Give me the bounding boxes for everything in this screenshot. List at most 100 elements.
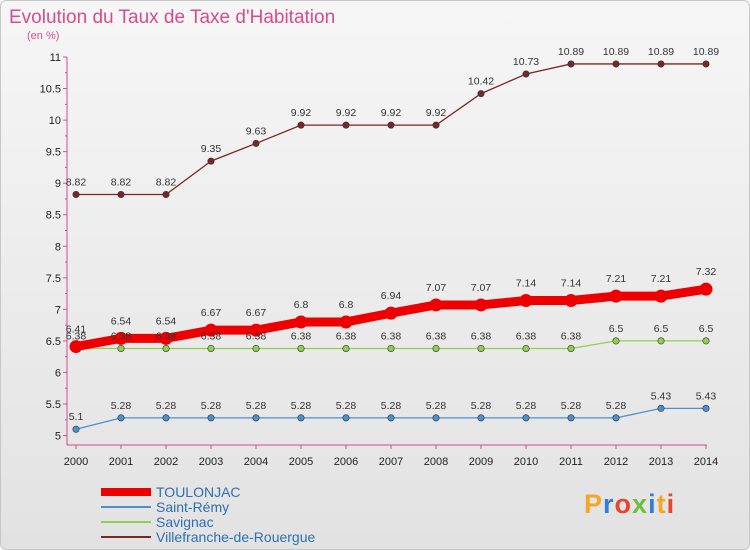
y-tick-label: 6: [55, 367, 61, 379]
data-point: [522, 70, 530, 78]
proxiti-logo: Proxiti: [584, 489, 676, 519]
data-label: 5.28: [156, 400, 177, 412]
data-point: [477, 344, 485, 352]
x-tick-label: 2013: [649, 456, 673, 468]
data-point: [567, 414, 575, 422]
data-point: [429, 298, 443, 312]
data-label: 6.38: [291, 330, 312, 342]
data-point: [477, 90, 485, 98]
data-point: [297, 344, 305, 352]
legend-item: Savignac: [101, 515, 315, 530]
data-label: 10.89: [603, 46, 629, 58]
data-point: [207, 157, 215, 165]
chart-title: Evolution du Taux de Taxe d'Habitation: [9, 7, 336, 28]
data-point: [564, 294, 578, 308]
data-point: [522, 414, 530, 422]
data-label: 6.8: [294, 299, 309, 311]
data-point: [204, 323, 218, 337]
data-label: 6.67: [246, 307, 267, 319]
x-tick-label: 2005: [289, 456, 313, 468]
x-tick-label: 2006: [334, 456, 358, 468]
legend-swatch: [101, 536, 151, 538]
data-point: [432, 344, 440, 352]
x-tick-label: 2004: [244, 456, 268, 468]
data-point: [207, 344, 215, 352]
data-label: 6.38: [246, 330, 267, 342]
x-tick-label: 2009: [469, 456, 493, 468]
legend-swatch: [101, 506, 151, 508]
data-point: [342, 414, 350, 422]
data-point: [567, 344, 575, 352]
data-point: [474, 298, 488, 312]
data-point: [72, 191, 80, 199]
data-label: 6.5: [609, 323, 624, 335]
y-tick-label: 6.5: [46, 336, 61, 348]
data-label: 6.8: [339, 299, 354, 311]
data-point: [339, 315, 353, 329]
data-point: [657, 404, 665, 412]
x-tick-label: 2011: [559, 456, 583, 468]
data-label: 5.28: [291, 400, 312, 412]
x-tick-label: 2012: [604, 456, 628, 468]
y-tick-label: 11: [50, 52, 61, 64]
data-point: [477, 414, 485, 422]
data-label: 5.28: [381, 400, 402, 412]
data-point: [117, 191, 125, 199]
data-label: 10.89: [693, 46, 719, 58]
x-tick-label: 2003: [199, 456, 223, 468]
y-tick-label: 5: [55, 431, 61, 443]
data-point: [612, 337, 620, 345]
data-label: 5.28: [426, 400, 447, 412]
data-label: 5.28: [561, 400, 582, 412]
data-label: 8.82: [111, 177, 132, 189]
data-point: [294, 315, 308, 329]
data-point: [162, 414, 170, 422]
y-tick-label: 8.5: [46, 210, 61, 222]
y-tick-label: 9.5: [46, 147, 61, 159]
data-label: 6.67: [201, 307, 222, 319]
legend-item: TOULONJAC: [101, 485, 315, 500]
data-label: 10.89: [648, 46, 674, 58]
x-tick-label: 2014: [694, 456, 718, 468]
data-point: [387, 121, 395, 129]
data-label: 5.28: [606, 400, 627, 412]
data-label: 6.41: [66, 324, 87, 336]
x-tick-label: 2000: [64, 456, 88, 468]
data-label: 5.28: [201, 400, 222, 412]
data-point: [432, 121, 440, 129]
legend-label: TOULONJAC: [156, 484, 241, 500]
data-label: 9.35: [201, 143, 222, 155]
data-label: 10.73: [513, 56, 539, 68]
series-line-3: [75, 63, 707, 196]
data-point: [612, 414, 620, 422]
data-label: 6.38: [156, 330, 177, 342]
data-label: 6.38: [381, 330, 402, 342]
data-point: [159, 331, 173, 345]
data-label: 6.38: [426, 330, 447, 342]
data-point: [612, 60, 620, 68]
data-label: 5.28: [336, 400, 357, 412]
data-label: 6.38: [561, 330, 582, 342]
data-label: 5.28: [471, 400, 492, 412]
data-label: 6.5: [654, 323, 669, 335]
data-point: [432, 414, 440, 422]
data-label: 9.92: [381, 107, 402, 119]
data-label: 9.92: [426, 107, 447, 119]
data-point: [657, 60, 665, 68]
y-tick-label: 7.5: [46, 273, 61, 285]
chart-subtitle: (en %): [27, 30, 60, 42]
data-point: [609, 289, 623, 303]
legend-item: Saint-Rémy: [101, 500, 315, 515]
data-point: [252, 414, 260, 422]
data-point: [702, 60, 710, 68]
data-label: 6.38: [471, 330, 492, 342]
legend-swatch: [101, 521, 151, 523]
data-label: 6.54: [111, 315, 132, 327]
data-label: 6.38: [336, 330, 357, 342]
data-label: 5.1: [69, 411, 84, 423]
data-label: 5.28: [516, 400, 537, 412]
data-point: [699, 282, 713, 296]
data-point: [342, 121, 350, 129]
